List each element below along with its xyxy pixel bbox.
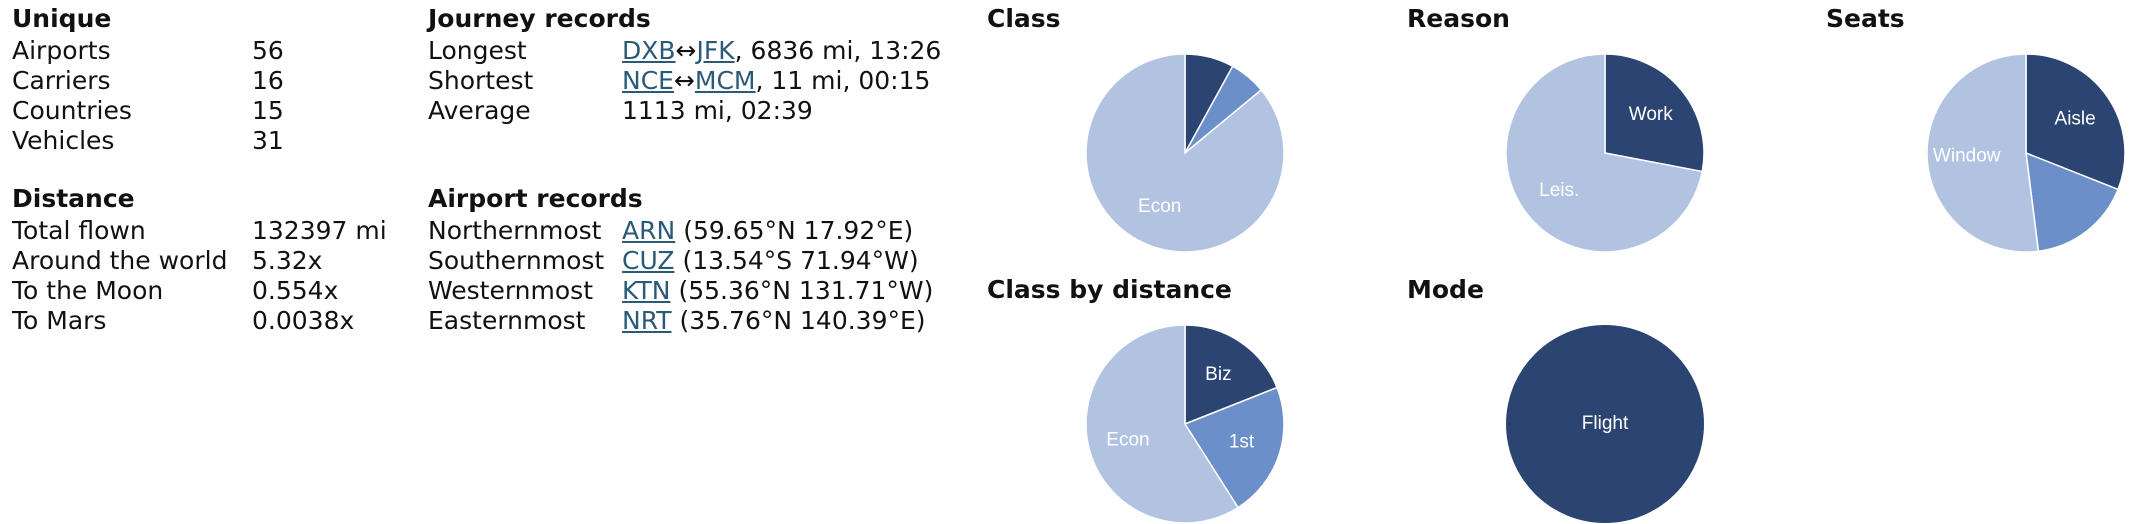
to[interactable]: JFK — [696, 36, 735, 65]
row-label: Countries — [12, 96, 132, 125]
row-label: Longest — [428, 36, 527, 65]
chart-title: Class by distance — [987, 275, 1232, 304]
row-label: Airports — [12, 36, 111, 65]
section-title: Unique — [12, 4, 112, 33]
coords: (13.54°S 71.94°W) — [682, 246, 919, 275]
slice-label: Flight — [1582, 413, 1629, 434]
row-value: NCE↔MCM, 11 mi, 00:15 — [622, 66, 930, 95]
row-label: Around the world — [12, 246, 228, 275]
row-value: 16 — [252, 66, 284, 95]
row-value: 0.0038x — [252, 306, 355, 335]
pie-slice — [1505, 53, 1704, 253]
pie-slice — [1085, 53, 1285, 253]
pie-slice — [1926, 53, 2040, 253]
row-value: ARN (59.65°N 17.92°E) — [622, 216, 913, 245]
pie-slice — [1184, 324, 1279, 426]
row-label: Westernmost — [428, 276, 594, 305]
slice-label: Econ — [1106, 430, 1149, 451]
pie-slice — [1085, 324, 1240, 524]
pie-slice — [1604, 53, 1705, 173]
slice-label: Aisle — [2055, 109, 2096, 130]
chart-title: Class — [987, 4, 1061, 33]
row-value: KTN (55.36°N 131.71°W) — [622, 276, 933, 305]
slice-label: Work — [1629, 104, 1673, 125]
row-label: Shortest — [428, 66, 534, 95]
chart-title: Reason — [1407, 4, 1510, 33]
row-label: To Mars — [12, 306, 107, 335]
section-title: Journey records — [428, 4, 651, 33]
row-value: 132397 mi — [252, 216, 387, 245]
row-label: Vehicles — [12, 126, 115, 155]
slice-label: Window — [1933, 146, 2001, 167]
row-value: CUZ (13.54°S 71.94°W) — [622, 246, 919, 275]
slice-label: Biz — [1205, 364, 1231, 385]
row-label: Total flown — [12, 216, 146, 245]
row-value: 56 — [252, 36, 284, 65]
pie-slice — [2025, 53, 2126, 191]
row-label: Southernmost — [428, 246, 605, 275]
chart-title: Seats — [1826, 4, 1905, 33]
pie-slice — [1506, 325, 1704, 523]
section-title: Distance — [12, 184, 135, 213]
coords: (55.36°N 131.71°W) — [678, 276, 934, 305]
row-value: NRT (35.76°N 140.39°E) — [622, 306, 926, 335]
chart-title: Mode — [1407, 275, 1484, 304]
airport-link[interactable]: ARN — [622, 216, 676, 245]
row-value: 5.32x — [252, 246, 323, 275]
airport-link[interactable]: KTN — [622, 276, 671, 305]
section-title: Airport records — [428, 184, 643, 213]
row-label: Northernmost — [428, 216, 602, 245]
row-value: 0.554x — [252, 276, 339, 305]
slice-label: Leis. — [1539, 180, 1579, 201]
row-value: 31 — [252, 126, 284, 155]
airport-link[interactable]: NRT — [622, 306, 672, 335]
sep: ↔ — [675, 36, 697, 65]
coords: (35.76°N 140.39°E) — [679, 306, 926, 335]
coords: (59.65°N 17.92°E) — [683, 216, 914, 245]
rest: , 6836 mi, 13:26 — [734, 36, 942, 65]
row-value: 15 — [252, 96, 284, 125]
airport-link[interactable]: CUZ — [622, 246, 675, 275]
rest: , 11 mi, 00:15 — [755, 66, 931, 95]
row-label: Carriers — [12, 66, 111, 95]
from[interactable]: DXB — [622, 36, 676, 65]
to[interactable]: MCM — [694, 66, 756, 95]
pie-slice — [1183, 386, 1285, 509]
pie-slice — [2025, 151, 2120, 253]
row-value: DXB↔JFK, 6836 mi, 13:26 — [622, 36, 941, 65]
row-label: Average — [428, 96, 531, 125]
sep: ↔ — [673, 66, 695, 95]
slice-label: Econ — [1138, 196, 1181, 217]
slice-label: 1st — [1229, 431, 1255, 452]
row-label: To the Moon — [12, 276, 164, 305]
row-value: 1113 mi, 02:39 — [622, 96, 813, 125]
row-label: Easternmost — [428, 306, 586, 335]
from[interactable]: NCE — [622, 66, 674, 95]
